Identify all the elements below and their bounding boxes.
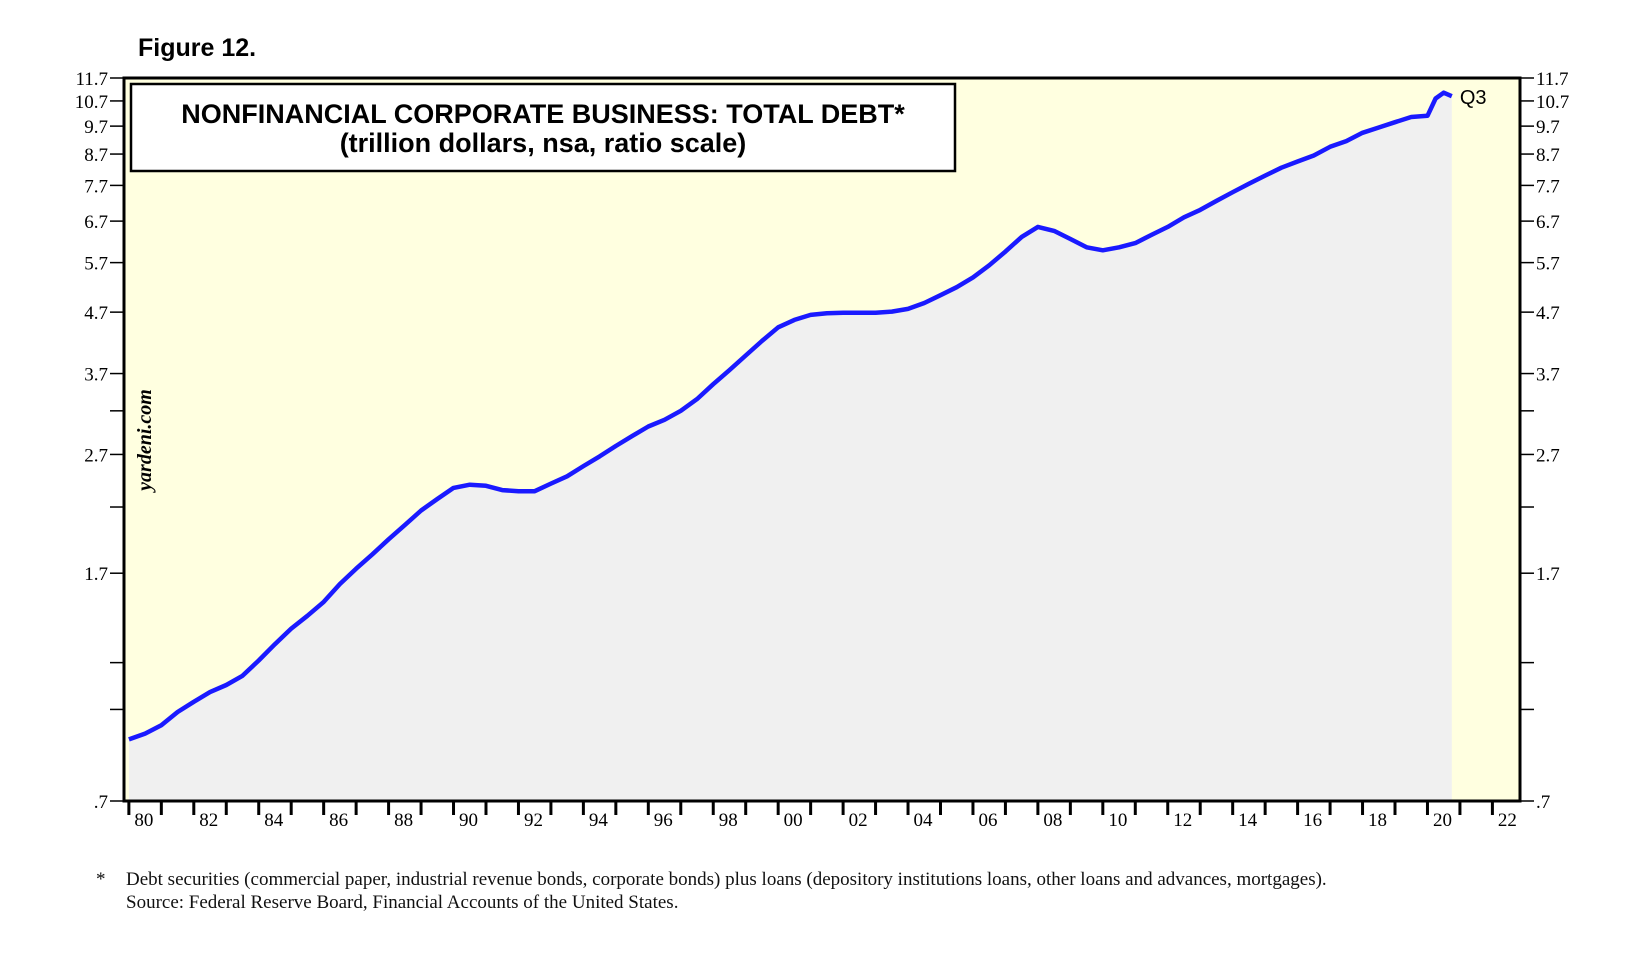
y-tick-label-right: 9.7	[1536, 117, 1560, 138]
x-tick-label: 82	[199, 810, 218, 831]
footnote: * Debt securities (commercial paper, ind…	[96, 868, 1516, 914]
y-tick-label-left: 4.7	[84, 303, 108, 324]
x-tick-label: 16	[1303, 810, 1322, 831]
y-tick-label-right: 7.7	[1536, 176, 1560, 197]
y-tick-label-right: 8.7	[1536, 145, 1560, 166]
y-tick-label-right: 3.7	[1536, 365, 1560, 386]
chart-subtitle: (trillion dollars, nsa, ratio scale)	[340, 128, 747, 158]
y-tick-label-left: .7	[94, 792, 108, 813]
y-axis-right: .7 1.7 2.7 3.7 4.7 5.7 6.7 7.7 8.7 9.7 10.711.7	[1520, 69, 1569, 813]
y-tick-label-left: 2.7	[84, 445, 108, 466]
x-tick-label: 04	[914, 810, 934, 831]
last-point-label: Q3	[1460, 87, 1487, 109]
x-tick-label: 94	[589, 810, 609, 831]
x-tick-label: 90	[459, 810, 478, 831]
y-tick-label-right: .7	[1536, 792, 1550, 813]
y-tick-label-left: 11.7	[75, 69, 108, 90]
x-tick-label: 96	[654, 810, 673, 831]
y-tick-label-right: 6.7	[1536, 212, 1560, 233]
x-tick-label: 88	[394, 810, 413, 831]
x-tick-label: 18	[1368, 810, 1387, 831]
source-text: Source: Federal Reserve Board, Financial…	[126, 892, 679, 913]
x-tick-label: 14	[1238, 810, 1258, 831]
x-axis: 80 82 84 86 88 90 92 94 96 98 00 02 04 06 08 10 12 14 16 18…	[127, 801, 1517, 831]
footnote-marker: *	[96, 869, 106, 890]
plot-frame	[122, 76, 1522, 803]
x-tick-label: 02	[849, 810, 868, 831]
y-tick-label-right: 2.7	[1536, 445, 1560, 466]
chart-title: NONFINANCIAL CORPORATE BUSINESS: TOTAL D…	[181, 99, 905, 129]
debt-series-line	[128, 90, 1453, 742]
debt-area-fill	[128, 92, 1452, 801]
projection-region	[1453, 78, 1520, 801]
y-tick-label-right: 1.7	[1536, 564, 1560, 585]
x-tick-label: 92	[524, 810, 543, 831]
x-tick-label: 12	[1173, 810, 1192, 831]
y-tick-label-left: 3.7	[84, 365, 108, 386]
x-tick-label: 22	[1498, 810, 1517, 831]
footnote-text: Debt securities (commercial paper, indus…	[126, 869, 1327, 890]
y-tick-label-right: 4.7	[1536, 303, 1560, 324]
y-tick-label-left: 8.7	[84, 145, 108, 166]
watermark: yardeni.com	[134, 389, 156, 493]
y-tick-label-left: 9.7	[84, 117, 108, 138]
y-axis-left: .7 1.7 2.7 3.7 4.7 5.7 6.7 7.7 8.7 9.7 10.711.7	[75, 69, 124, 813]
y-tick-label-right: 5.7	[1536, 254, 1560, 275]
x-tick-label: 98	[719, 810, 738, 831]
figure-label: Figure 12.	[138, 34, 257, 62]
x-tick-label: 20	[1433, 810, 1452, 831]
x-tick-label: 00	[784, 810, 803, 831]
x-tick-label: 86	[329, 810, 348, 831]
y-tick-label-left: 1.7	[84, 564, 108, 585]
x-tick-label: 84	[264, 810, 284, 831]
x-tick-label: 06	[978, 810, 997, 831]
x-tick-label: 80	[134, 810, 153, 831]
y-tick-label-left: 10.7	[75, 92, 108, 113]
y-tick-label-left: 7.7	[84, 176, 108, 197]
y-tick-label-left: 5.7	[84, 254, 108, 275]
x-tick-label: 10	[1108, 810, 1127, 831]
x-tick-label: 08	[1043, 810, 1062, 831]
y-tick-label-right: 10.7	[1536, 92, 1569, 113]
title-box: NONFINANCIAL CORPORATE BUSINESS: TOTAL D…	[129, 82, 957, 173]
y-tick-label-left: 6.7	[84, 212, 108, 233]
y-tick-label-right: 11.7	[1536, 69, 1569, 90]
